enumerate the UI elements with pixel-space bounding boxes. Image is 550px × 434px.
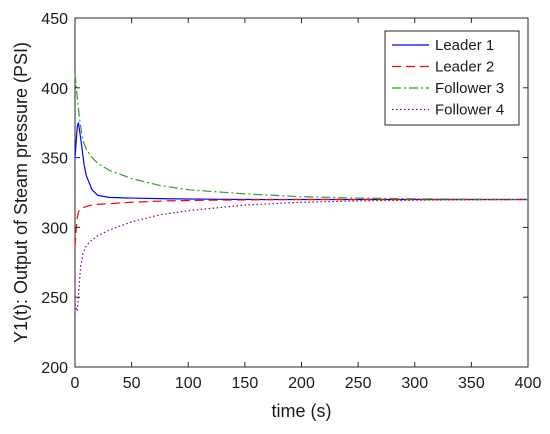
x-tick-label: 200 [288,375,315,392]
y-tick-label: 350 [41,151,68,168]
legend-label-3: Follower 3 [435,80,504,97]
x-tick-label: 150 [232,375,259,392]
series-line-4 [74,198,529,312]
x-axis-label: time (s) [272,401,332,421]
series-layer [74,73,529,312]
legend-label-2: Leader 2 [435,59,494,76]
series-line-3 [74,73,529,201]
y-tick-label: 250 [41,290,68,307]
x-tick-label: 400 [515,375,542,392]
x-tick-label: 300 [401,375,428,392]
x-tick-label: 350 [458,375,485,392]
y-axis-label: Y1(t): Output of Steam pressure (PSI) [11,42,31,343]
y-tick-label: 200 [41,360,68,377]
y-tick-label: 450 [41,11,68,28]
x-tick-label: 50 [123,375,141,392]
x-tick-label: 100 [175,375,202,392]
legend: Leader 1 Leader 2 Follower 3 Follower 4 [384,30,520,126]
y-tick-label: 300 [41,220,68,237]
ticks-layer: 0 50 100 150 200 250 300 350 400 200 250 300 350 400 4… [41,11,541,392]
x-tick-label: 250 [345,375,372,392]
legend-label-4: Follower 4 [435,102,504,119]
legend-label-1: Leader 1 [435,37,494,54]
legend-box [384,30,520,126]
y-tick-label: 400 [41,81,68,98]
x-tick-label: 0 [71,375,80,392]
series-line-2 [74,198,528,247]
